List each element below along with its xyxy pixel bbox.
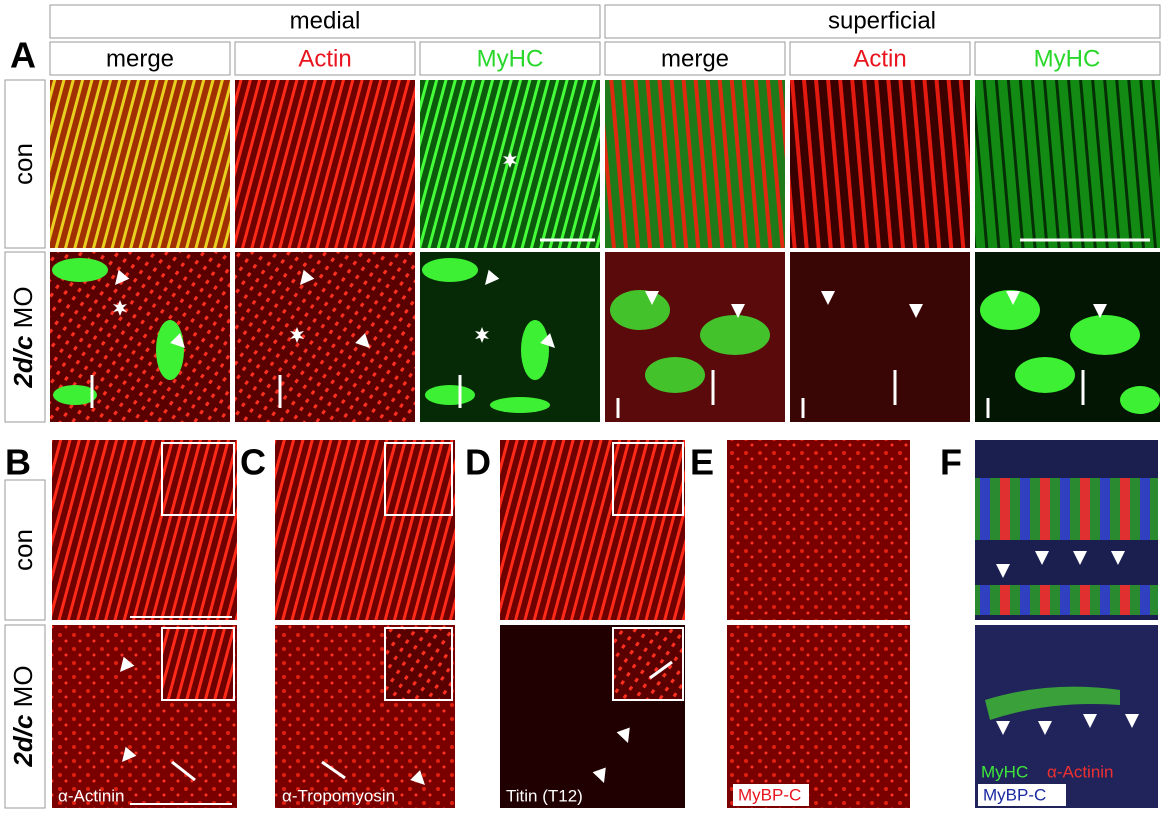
- micrograph: [790, 252, 970, 422]
- panel-letter: C: [240, 442, 266, 483]
- row-label-italic: 2d/c: [8, 714, 38, 768]
- micrograph: [235, 80, 415, 248]
- row-label: 2d/c MO: [8, 286, 38, 388]
- legend-label: α-Actinin: [1047, 762, 1114, 781]
- asterisks: [113, 152, 517, 343]
- label-bg: [733, 784, 809, 806]
- panel-letter: F: [940, 442, 962, 483]
- legend-label: MyHC: [981, 762, 1028, 781]
- group-header: superficial: [828, 7, 936, 34]
- stain-label: MyBP-C: [738, 785, 801, 804]
- col-box: [604, 41, 786, 76]
- row-box: [4, 79, 46, 249]
- arrows: [171, 660, 673, 782]
- image-grid-a: [50, 80, 1160, 422]
- col-box: [49, 41, 231, 76]
- micrograph: [790, 80, 970, 248]
- insets: [161, 442, 684, 701]
- col-box: [789, 41, 971, 76]
- col-box: [234, 41, 416, 76]
- stain-label: Titin (T12): [506, 786, 583, 805]
- micrograph: [727, 625, 910, 808]
- col-header: MyHC: [1034, 45, 1101, 72]
- column-headers: merge Actin MyHC merge Actin MyHC: [49, 41, 1161, 76]
- row-label: 2d/c MO: [8, 665, 38, 767]
- col-box: [974, 41, 1161, 76]
- group-box: [604, 4, 1161, 39]
- row-box: [4, 479, 46, 621]
- row-label-rest: MO: [8, 286, 38, 328]
- panel-letter: E: [690, 442, 714, 483]
- stain-label: α-Tropomyosin: [282, 786, 395, 805]
- group-header: medial: [290, 7, 361, 34]
- row-box: [4, 624, 46, 809]
- label-bg: [978, 784, 1066, 806]
- row-label: con: [8, 143, 38, 185]
- panel-letter: D: [465, 442, 491, 483]
- myofibril: [975, 585, 1158, 615]
- micrograph: [727, 440, 910, 620]
- col-header: Actin: [298, 45, 351, 72]
- micrograph: [50, 80, 230, 248]
- col-header: merge: [661, 45, 729, 72]
- myofibril: [975, 478, 1158, 540]
- col-header: merge: [106, 45, 174, 72]
- micrograph: [975, 80, 1160, 248]
- row-label-rest: MO: [8, 665, 38, 707]
- row-label: con: [8, 529, 38, 571]
- green-cells: [52, 258, 1160, 414]
- micrograph: [605, 80, 785, 248]
- panel-letter: A: [10, 35, 36, 76]
- col-box: [419, 41, 601, 76]
- row-box: [4, 251, 46, 423]
- micrograph: [235, 252, 415, 422]
- group-box: [49, 4, 601, 39]
- row-label-italic: 2d/c: [8, 335, 38, 389]
- legend-label: MyBP-C: [983, 785, 1046, 804]
- myofibril: [985, 686, 1120, 720]
- stain-label: α-Actinin: [58, 786, 125, 805]
- col-header: Actin: [853, 45, 906, 72]
- image-grid-b: α-Actinin α-Tropomyosin Titin (T12) MyBP…: [52, 440, 1158, 808]
- panel-letter: B: [5, 442, 31, 483]
- arrows: [90, 370, 1085, 418]
- col-header: MyHC: [477, 45, 544, 72]
